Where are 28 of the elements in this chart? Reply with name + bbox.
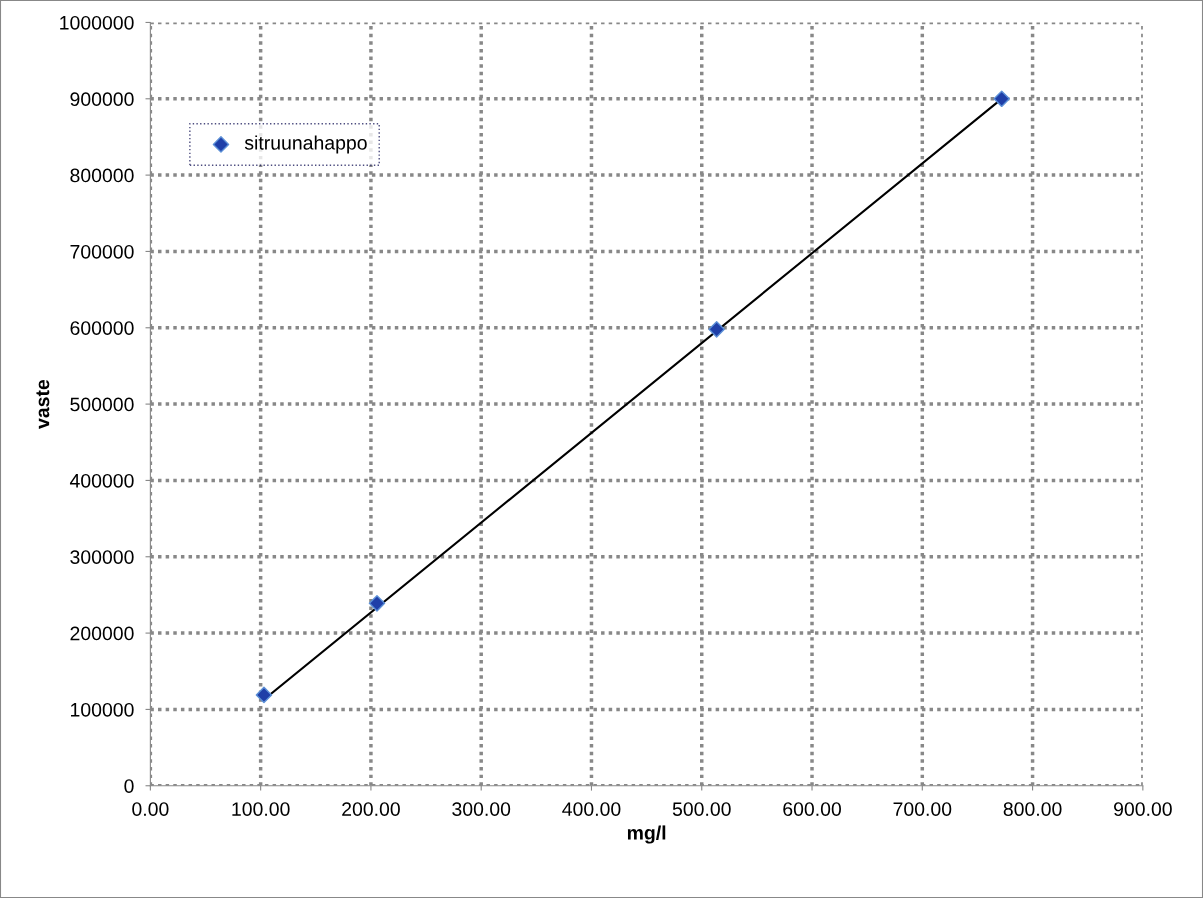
x-tick-label: 0.00: [132, 802, 169, 816]
x-tick-label: 200.00: [342, 802, 400, 816]
point: [368, 595, 386, 612]
y-tick-label: 900000: [70, 92, 134, 107]
y-tick-label: 0: [124, 779, 134, 793]
y-axis-title: vaste: [36, 379, 50, 429]
y-tick-label: 700000: [70, 244, 134, 259]
x-tick-label: 300.00: [452, 802, 511, 816]
y-tick-label: 500000: [70, 397, 134, 412]
x-tick-label: 100.00: [232, 802, 290, 816]
x-axis-title: mg/l: [627, 825, 666, 844]
x-tick-label: 800.00: [1003, 802, 1062, 816]
y-tick-label: 800000: [70, 168, 134, 183]
x-tick-label: 600.00: [783, 802, 841, 816]
x-tick-label: 500.00: [672, 802, 731, 816]
x-tick-label: 700.00: [893, 802, 952, 816]
y-tick-label: 600000: [70, 321, 134, 336]
point: [993, 90, 1011, 108]
x-tick-label: 900.00: [1114, 802, 1172, 816]
y-tick-label: 1000000: [60, 15, 134, 30]
y-tick-label: 200000: [70, 626, 134, 641]
point: [255, 686, 273, 704]
y-tick-label: 300000: [70, 550, 134, 564]
y-tick-label: 400000: [69, 473, 134, 488]
y-tick-label: 100000: [71, 702, 134, 717]
legend-label: sitruunahappo: [244, 135, 367, 154]
x-tick-label: 400.00: [562, 802, 621, 816]
point: [708, 320, 725, 338]
